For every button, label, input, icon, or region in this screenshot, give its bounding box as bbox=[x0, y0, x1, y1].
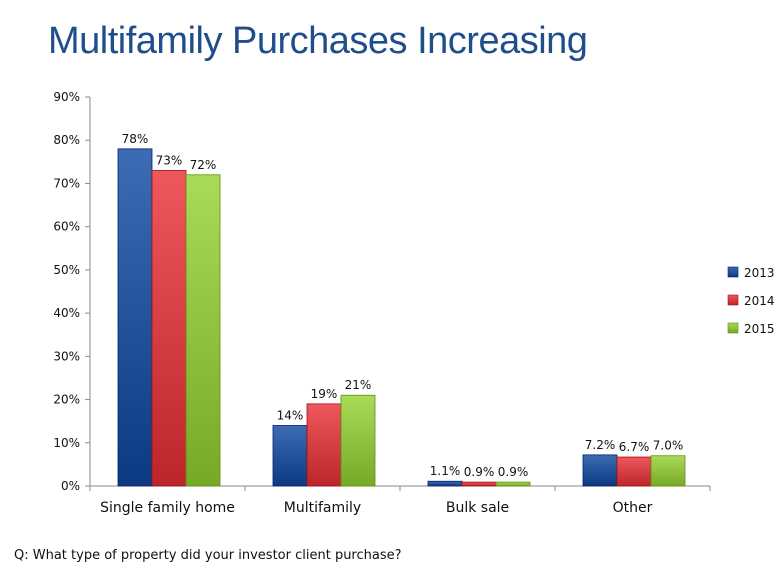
bar-2014 bbox=[616, 456, 652, 487]
data-label: 0.9% bbox=[464, 465, 495, 479]
bar-2014 bbox=[306, 403, 342, 487]
data-label: 19% bbox=[311, 387, 338, 401]
data-label: 78% bbox=[122, 132, 149, 146]
data-label: 14% bbox=[277, 408, 304, 422]
legend-label: 2014 bbox=[744, 294, 775, 308]
y-tick-label: 90% bbox=[53, 90, 80, 104]
legend-label: 2013 bbox=[744, 266, 775, 280]
legend-label: 2015 bbox=[744, 322, 775, 336]
category-label: Bulk sale bbox=[446, 500, 509, 516]
data-label: 7.0% bbox=[653, 439, 684, 453]
y-tick-label: 60% bbox=[53, 220, 80, 234]
data-label: 0.9% bbox=[498, 465, 529, 479]
data-label: 1.1% bbox=[430, 464, 461, 478]
bar-2015 bbox=[185, 174, 221, 487]
bar-2014 bbox=[151, 170, 187, 487]
legend-swatch-2015 bbox=[727, 322, 739, 334]
y-tick-label: 0% bbox=[61, 479, 80, 493]
chart-title: Multifamily Purchases Increasing bbox=[48, 20, 588, 62]
y-tick-label: 50% bbox=[53, 263, 80, 277]
category-label: Other bbox=[613, 500, 653, 516]
y-tick-label: 10% bbox=[53, 436, 80, 450]
category-label: Single family home bbox=[100, 500, 235, 516]
bar-2013 bbox=[427, 480, 463, 487]
data-label: 21% bbox=[345, 378, 372, 392]
y-tick-label: 40% bbox=[53, 306, 80, 320]
category-label: Multifamily bbox=[284, 500, 361, 516]
data-label: 72% bbox=[190, 158, 217, 172]
y-tick-label: 80% bbox=[53, 133, 80, 147]
bar-2014 bbox=[461, 481, 497, 487]
y-tick-label: 20% bbox=[53, 393, 80, 407]
legend-swatch-2013 bbox=[727, 266, 739, 278]
y-tick-label: 70% bbox=[53, 176, 80, 190]
y-tick-label: 30% bbox=[53, 349, 80, 363]
bar-2015 bbox=[340, 394, 376, 487]
bar-2015 bbox=[650, 455, 686, 487]
bar-2013 bbox=[582, 454, 618, 487]
data-label: 73% bbox=[156, 153, 183, 167]
bar-2015 bbox=[495, 481, 531, 487]
legend-swatch-2014 bbox=[727, 294, 739, 306]
data-label: 7.2% bbox=[585, 438, 616, 452]
bar-2013 bbox=[272, 425, 308, 487]
survey-question-footnote: Q: What type of property did your invest… bbox=[14, 548, 402, 563]
data-label: 6.7% bbox=[619, 440, 650, 454]
bar-2013 bbox=[117, 148, 153, 487]
